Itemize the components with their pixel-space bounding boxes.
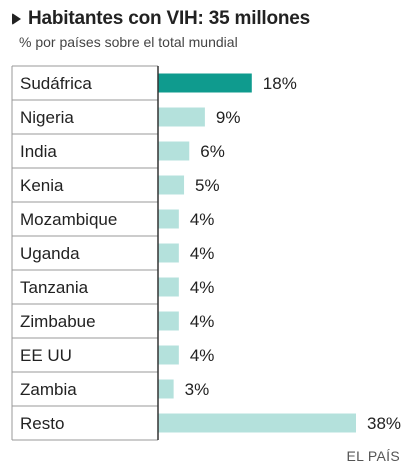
value-label: 4% (190, 312, 215, 331)
value-label: 38% (367, 414, 401, 433)
bar (158, 243, 179, 263)
value-label: 4% (190, 278, 215, 297)
category-label: Kenia (20, 176, 64, 195)
value-label: 5% (195, 176, 220, 195)
category-label: Resto (20, 414, 64, 433)
category-label: Uganda (20, 244, 80, 263)
category-label: Sudáfrica (20, 74, 92, 93)
value-label: 18% (263, 74, 297, 93)
title-bullet-icon (12, 13, 21, 25)
chart-subtitle: % por países sobre el total mundial (19, 34, 238, 50)
value-label: 6% (200, 142, 225, 161)
bar (158, 345, 179, 365)
category-label: Tanzania (20, 278, 89, 297)
title-row: Habitantes con VIH: 35 millones (12, 5, 310, 33)
bar (158, 413, 356, 433)
category-label: India (20, 142, 57, 161)
value-label: 4% (190, 244, 215, 263)
bar (158, 107, 205, 127)
value-label: 4% (190, 346, 215, 365)
category-label: Zimbabue (20, 312, 96, 331)
category-label: Zambia (20, 380, 77, 399)
bar (158, 73, 252, 93)
value-label: 3% (185, 380, 210, 399)
category-label: EE UU (20, 346, 72, 365)
value-label: 9% (216, 108, 241, 127)
bar (158, 209, 179, 229)
bar (158, 379, 174, 399)
chart-title: Habitantes con VIH: 35 millones (28, 8, 311, 29)
source-credit: EL PAÍS (346, 448, 400, 464)
bar (158, 141, 190, 161)
value-label: 4% (190, 210, 215, 229)
bar (158, 311, 179, 331)
bar (158, 175, 185, 195)
category-label: Mozambique (20, 210, 117, 229)
category-label: Nigeria (20, 108, 74, 127)
bar (158, 277, 179, 297)
